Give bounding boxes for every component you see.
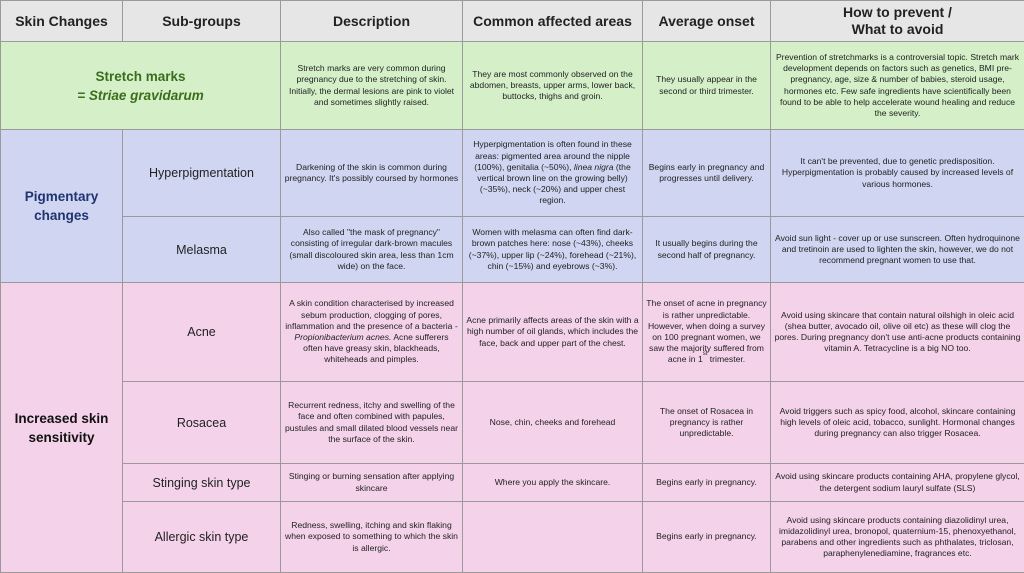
table-row-stinging-skin: Stinging skin type Stinging or burning s… xyxy=(1,463,1024,502)
group-increased-skin-sensitivity: Increased skin sensitivity xyxy=(0,282,123,573)
table-row-rosacea: Rosacea Recurrent redness, itchy and swe… xyxy=(1,381,1024,464)
sub-group-rosacea: Rosacea xyxy=(122,381,281,464)
acne-description-italic: Propionibacterium acnes. xyxy=(294,332,392,342)
acne-areas: Acne primarily affects areas of the skin… xyxy=(462,282,643,382)
acne-onset-text-2: trimester. xyxy=(709,354,746,365)
table-row-hyperpigmentation: Pigmentary changes Hyperpigmentation Dar… xyxy=(0,129,1024,283)
acne-prevent: Avoid using skincare that contain natura… xyxy=(770,282,1024,382)
header-row: Skin Changes Sub-groups Description Comm… xyxy=(0,0,1024,42)
rosacea-onset: The onset of Rosacea in pregnancy is rat… xyxy=(642,381,771,464)
table-row-acne: Increased skin sensitivity Acne A skin c… xyxy=(0,282,1024,573)
acne-description: A skin condition characterised by increa… xyxy=(280,282,463,382)
acne-description-text-1: A skin condition characterised by increa… xyxy=(285,298,458,331)
allergic-onset: Begins early in pregnancy. xyxy=(642,501,771,573)
hyper-description: Darkening of the skin is common during p… xyxy=(280,129,463,217)
melasma-description: Also called "the mask of pregnancy" cons… xyxy=(280,216,463,283)
header-skin-changes: Skin Changes xyxy=(0,0,123,42)
hyper-prevent: It can't be prevented, due to genetic pr… xyxy=(770,129,1024,217)
header-average-onset: Average onset xyxy=(642,0,771,42)
header-common-areas: Common affected areas xyxy=(462,0,643,42)
rosacea-areas: Nose, chin, cheeks and forehead xyxy=(462,381,643,464)
sub-group-melasma: Melasma xyxy=(122,216,281,283)
melasma-prevent: Avoid sun light - cover up or use sunscr… xyxy=(770,216,1024,283)
sub-group-allergic-skin-type: Allergic skin type xyxy=(122,501,281,573)
hyper-areas-italic: linea nigra xyxy=(573,161,614,172)
acne-onset: The onset of acne in pregnancy is rather… xyxy=(642,282,771,382)
hyper-areas-text-2: (the vertical brown line on the growing … xyxy=(477,161,631,206)
stinging-description: Stinging or burning sensation after appl… xyxy=(280,463,463,502)
rosacea-description: Recurrent redness, itchy and swelling of… xyxy=(280,381,463,464)
allergic-description: Redness, swelling, itching and skin flak… xyxy=(280,501,463,573)
acne-onset-sup: st xyxy=(702,351,708,358)
melasma-areas: Women with melasma can often find dark-b… xyxy=(462,216,643,283)
sub-group-stinging-skin-type: Stinging skin type xyxy=(122,463,281,502)
header-sub-groups: Sub-groups xyxy=(122,0,281,42)
stretch-onset: They usually appear in the second or thi… xyxy=(642,41,771,130)
group-latin-name: = Striae gravidarum xyxy=(77,87,204,103)
hyper-areas-text-1: Hyperpigmentation is often found in thes… xyxy=(473,139,632,172)
stretch-areas: They are most commonly observed on the a… xyxy=(462,41,643,130)
header-description: Description xyxy=(280,0,463,42)
table-row-stretch-marks: Stretch marks = Striae gravidarum Stretc… xyxy=(0,41,1024,130)
header-prevent-line1: How to prevent / xyxy=(843,4,952,20)
stretch-description: Stretch marks are very common during pre… xyxy=(280,41,463,130)
stretch-prevent: Prevention of stretchmarks is a controve… xyxy=(770,41,1024,130)
hyper-onset: Begins early in pregnancy and progresses… xyxy=(642,129,771,217)
stinging-areas: Where you apply the skincare. xyxy=(462,463,643,502)
allergic-areas xyxy=(462,501,643,573)
group-pigmentary-changes: Pigmentary changes xyxy=(0,129,123,283)
group-title-stretch-marks: Stretch marks xyxy=(95,68,186,84)
stinging-onset: Begins early in pregnancy. xyxy=(642,463,771,502)
melasma-onset: It usually begins during the second half… xyxy=(642,216,771,283)
hyper-areas: Hyperpigmentation is often found in thes… xyxy=(462,129,643,217)
group-stretch-marks: Stretch marks = Striae gravidarum xyxy=(0,41,281,130)
table-row-allergic-skin: Allergic skin type Redness, swelling, it… xyxy=(1,501,1024,573)
header-prevent: How to prevent / What to avoid xyxy=(770,0,1024,42)
rosacea-prevent: Avoid triggers such as spicy food, alcoh… xyxy=(770,381,1024,464)
acne-onset-text-1: The onset of acne in pregnancy is rather… xyxy=(646,298,767,365)
sub-group-acne: Acne xyxy=(122,282,281,382)
table-row-melasma: Melasma Also called "the mask of pregnan… xyxy=(1,216,1024,283)
sub-group-hyperpigmentation: Hyperpigmentation xyxy=(122,129,281,217)
stinging-prevent: Avoid using skincare products containing… xyxy=(770,463,1024,502)
header-prevent-line2: What to avoid xyxy=(851,21,944,37)
allergic-prevent: Avoid using skincare products containing… xyxy=(770,501,1024,573)
acne-description-text-2: Acne sufferers often have greasy skin, b… xyxy=(303,332,449,365)
